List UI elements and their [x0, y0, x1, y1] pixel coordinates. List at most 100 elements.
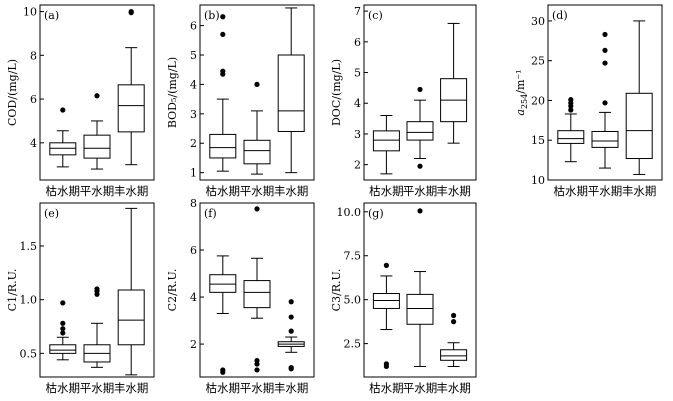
outlier-point — [60, 300, 66, 306]
y-tick-label: 15 — [531, 134, 545, 147]
x-category-label: 枯水期 — [206, 184, 241, 198]
outlier-point — [602, 47, 608, 53]
iqr-box — [49, 344, 77, 354]
y-tick-label: 1.5 — [20, 240, 38, 253]
y-tick-label: 1.0 — [20, 294, 38, 307]
panel-label: (g) — [368, 207, 384, 220]
outlier-point — [60, 330, 66, 336]
x-category-label: 枯水期 — [46, 184, 81, 198]
iqr-box — [406, 293, 434, 325]
y-axis-label: C1/R.U. — [6, 269, 19, 312]
y-tick-label: 25 — [531, 55, 545, 68]
y-tick-label: 10.0 — [337, 206, 362, 219]
outlier-point — [602, 100, 608, 106]
iqr-box — [83, 134, 111, 159]
x-category-label: 丰水期 — [274, 184, 309, 198]
outlier-point — [383, 361, 389, 367]
box-丰水期 — [625, 20, 653, 175]
x-category-label: 枯水期 — [46, 381, 81, 395]
y-tick-label: 8 — [30, 49, 37, 62]
outlier-point — [288, 364, 294, 371]
iqr-box — [49, 142, 77, 156]
y-tick-label: 5 — [190, 49, 197, 62]
y-tick-label: 5 — [354, 67, 361, 80]
box-丰水期 — [117, 8, 145, 166]
box-平水期 — [406, 86, 434, 169]
outlier-point — [94, 93, 100, 99]
box-丰水期 — [440, 22, 468, 144]
panel-label: (d) — [552, 9, 568, 22]
box-平水期 — [83, 286, 111, 368]
plot-frame — [199, 202, 315, 378]
box-枯水期 — [557, 97, 585, 163]
x-category-label: 枯水期 — [554, 184, 589, 198]
y-tick-label: 3 — [354, 128, 361, 141]
outlier-point — [451, 319, 457, 325]
x-category-label: 平水期 — [80, 381, 115, 395]
outlier-point — [60, 107, 66, 113]
panel-label: (b) — [204, 9, 220, 22]
x-category-label: 丰水期 — [436, 184, 471, 198]
outlier-point — [383, 262, 389, 268]
panel-label: (e) — [44, 207, 59, 220]
panel-c: 2 3 4 5 6 7 (c) DOC/(mg/L) 枯水期 平水期 丰水期 — [330, 4, 477, 198]
outlier-point — [417, 163, 423, 169]
y-tick-label: 4 — [30, 137, 37, 150]
outlier-point — [254, 357, 260, 364]
outlier-point — [60, 320, 66, 326]
y-tick-label: 20 — [531, 94, 545, 107]
outlier-point — [254, 81, 260, 88]
box-平水期 — [591, 31, 619, 169]
box-枯水期 — [209, 14, 237, 172]
x-category-label: 丰水期 — [622, 184, 657, 198]
iqr-box — [591, 130, 619, 148]
outlier-point — [254, 367, 260, 373]
iqr-box — [372, 130, 400, 152]
outlier-point — [60, 326, 66, 332]
x-category-label: 平水期 — [240, 381, 275, 395]
iqr-box — [243, 139, 271, 165]
box-平水期 — [406, 208, 434, 367]
outlier-point — [417, 86, 423, 93]
y-axis-label: C3/R.U. — [330, 269, 343, 312]
panel-a: 4 6 8 10 (a) COD/(mg/L) 枯水期 平水期 丰水期 — [6, 4, 155, 198]
outlier-point — [220, 68, 226, 74]
box-平水期 — [243, 81, 271, 175]
x-category-label: 平水期 — [240, 184, 275, 198]
y-axis-label: C2/R.U. — [166, 269, 179, 312]
outlier-point — [288, 314, 294, 320]
outlier-point — [568, 97, 574, 103]
box-枯水期 — [49, 300, 77, 361]
box-丰水期 — [117, 207, 145, 376]
y-axis-label: DOC/(mg/L) — [330, 59, 343, 126]
x-category-label: 枯水期 — [369, 184, 404, 198]
outlier-point — [288, 299, 294, 305]
y-tick-label: 2.5 — [344, 338, 362, 351]
y-axis-label: COD/(mg/L) — [6, 59, 19, 126]
outlier-point — [568, 107, 574, 113]
iqr-box — [440, 349, 468, 361]
box-平水期 — [243, 206, 271, 373]
panel-d: 10 15 20 25 30 (d) a254/m⁻¹ 枯水期 平水期 丰水期 — [514, 4, 663, 198]
plot-frame — [39, 4, 155, 181]
y-tick-label: 10 — [23, 6, 37, 19]
outlier-point — [602, 60, 608, 66]
y-tick-label: 3 — [190, 108, 197, 121]
iqr-box — [117, 289, 145, 346]
y-axis-label: a254/m⁻¹ — [514, 69, 529, 115]
y-tick-label: 10 — [531, 174, 545, 187]
y-tick-label: 8 — [190, 197, 197, 210]
outlier-point — [128, 8, 134, 15]
panel-label: (f) — [204, 207, 217, 220]
x-category-label: 平水期 — [80, 184, 115, 198]
panel-f: 2 4 6 8 (f) C2/R.U. 枯水期 平水期 丰水期 — [166, 197, 315, 395]
x-category-label: 丰水期 — [274, 381, 309, 395]
y-tick-label: 1 — [190, 167, 197, 180]
panel-g: 2.5 5.0 7.5 10.0 (g) C3/R.U. 枯水期 平水期 丰水期 — [330, 202, 477, 395]
y-tick-label: 4 — [190, 291, 197, 304]
box-丰水期 — [277, 299, 305, 372]
y-tick-label: 4 — [190, 78, 197, 91]
plot-frame — [363, 4, 477, 181]
y-tick-label: 2 — [190, 338, 197, 351]
